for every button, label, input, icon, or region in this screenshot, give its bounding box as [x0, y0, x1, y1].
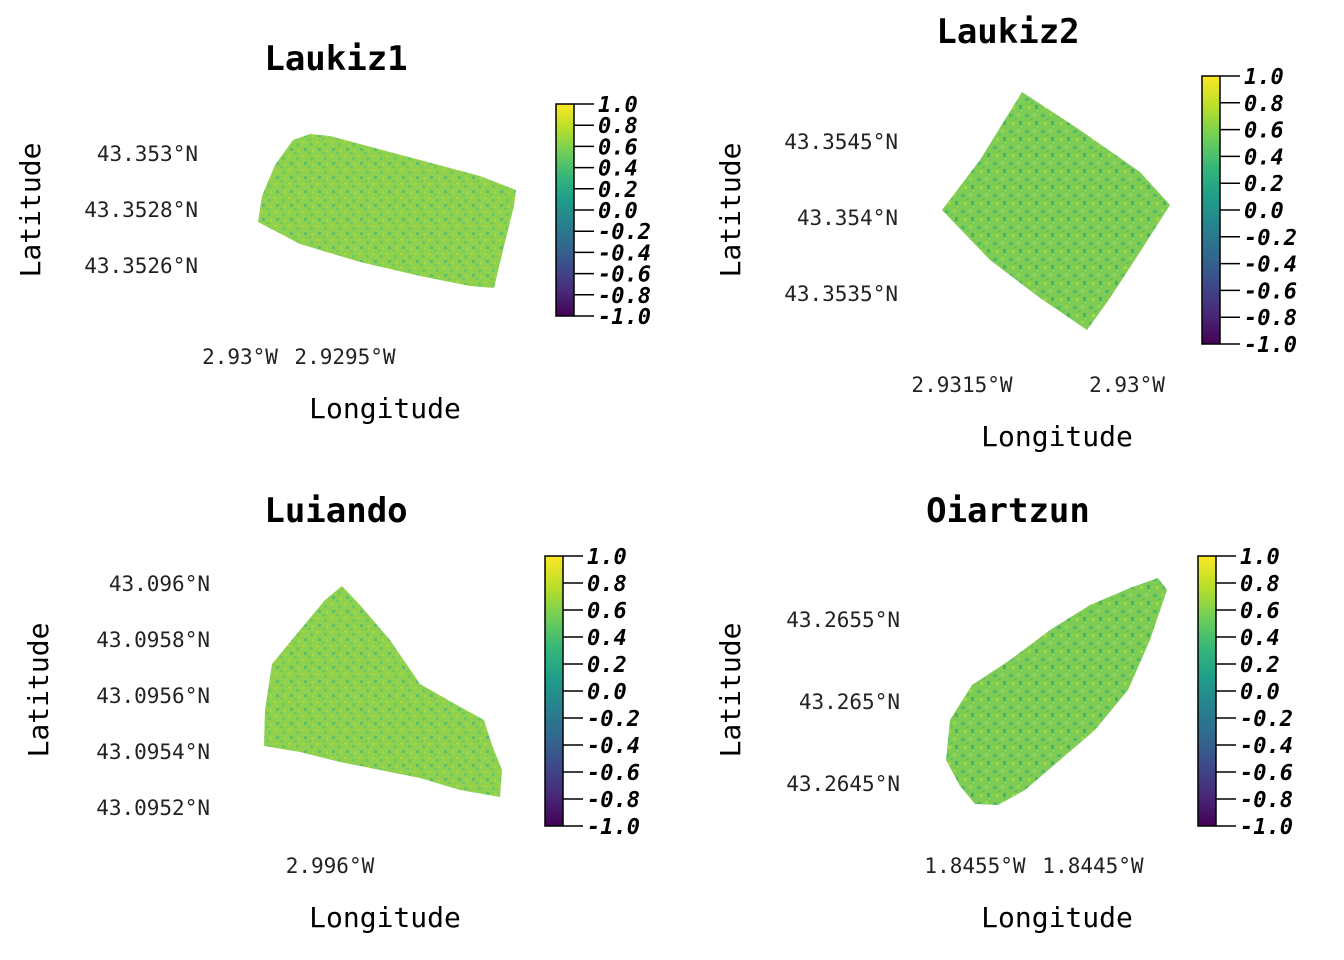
y-tick-label: 43.096°N: [109, 572, 210, 596]
colorbar-tick-label: 0.4: [598, 157, 638, 182]
y-axis-title: Latitude: [22, 623, 55, 758]
colorbar-tick-label: 0.2: [587, 653, 627, 678]
x-tick-label: 2.9295°W: [294, 345, 396, 369]
colorbar: 1.00.80.60.40.20.0-0.2-0.4-0.6-0.8-1.0: [1201, 65, 1297, 358]
panel-laukiz2: Laukiz2 43.3545°N 43.354°N 43.3535°N 2.9…: [714, 12, 1297, 453]
colorbar-tick-label: 0.8: [1244, 92, 1284, 117]
colorbar-tick-label: 1.0: [598, 93, 638, 118]
colorbar-tick-label: -0.2: [1240, 707, 1293, 732]
y-tick-label: 43.353°N: [97, 142, 198, 166]
colorbar-tick-label: 0.2: [598, 178, 638, 203]
y-axis-title: Latitude: [714, 143, 747, 278]
panel-oiartzun: Oiartzun 43.2655°N 43.265°N 43.2645°N 1.…: [714, 491, 1293, 934]
colorbar-tick-label: 1.0: [587, 545, 627, 570]
colorbar-tick-label: -0.4: [598, 241, 651, 266]
colorbar-tick-label: -0.2: [587, 707, 640, 732]
colorbar-tick-label: 0.6: [1240, 599, 1280, 624]
x-tick-label: 1.8455°W: [924, 854, 1026, 878]
y-axis-title: Latitude: [14, 143, 47, 278]
colorbar-tick-label: -0.6: [598, 263, 651, 288]
colorbar-tick-label: 0.8: [587, 572, 627, 597]
y-tick-label: 43.3526°N: [84, 254, 198, 278]
colorbar-tick-label: -0.8: [1244, 306, 1297, 331]
x-tick-label: 2.9315°W: [911, 373, 1013, 397]
field-shape: [258, 134, 516, 288]
colorbar-tick-label: -1.0: [1240, 815, 1293, 840]
y-tick-label: 43.354°N: [797, 206, 898, 230]
x-axis-title: Longitude: [981, 901, 1133, 934]
colorbar-tick-label: -0.6: [1244, 279, 1297, 304]
colorbar-tick-label: 1.0: [1240, 545, 1280, 570]
colorbar-tick-label: -0.8: [598, 284, 651, 309]
colorbar-scale: [544, 555, 564, 827]
colorbar-tick-label: 0.8: [1240, 572, 1280, 597]
colorbar-tick-label: -1.0: [1244, 333, 1297, 358]
panel-luiando: Luiando 43.096°N 43.0958°N 43.0956°N 43.…: [22, 491, 640, 934]
panel-title: Laukiz1: [264, 39, 407, 79]
y-tick-label: 43.0956°N: [96, 684, 210, 708]
x-axis-title: Longitude: [981, 420, 1133, 453]
y-tick-label: 43.3545°N: [784, 130, 898, 154]
colorbar-tick-label: -1.0: [587, 815, 640, 840]
colorbar-tick-label: 1.0: [1244, 65, 1284, 90]
colorbar-tick-label: 0.0: [1240, 680, 1280, 705]
colorbar-tick-label: -0.2: [598, 220, 651, 245]
x-axis-title: Longitude: [309, 392, 461, 425]
field-shape: [942, 92, 1170, 330]
y-tick-label: 43.0952°N: [96, 796, 210, 820]
colorbar: 1.00.80.60.40.20.0-0.2-0.4-0.6-0.8-1.0: [555, 93, 651, 330]
y-tick-label: 43.0954°N: [96, 740, 210, 764]
x-tick-label: 2.93°W: [202, 345, 278, 369]
y-axis-title: Latitude: [714, 623, 747, 758]
colorbar-tick-label: 0.4: [1244, 145, 1284, 170]
colorbar-tick-label: -0.2: [1244, 226, 1297, 251]
colorbar-tick-label: 0.2: [1240, 653, 1280, 678]
y-tick-label: 43.3535°N: [784, 282, 898, 306]
y-tick-label: 43.265°N: [799, 690, 900, 714]
colorbar-tick-label: -1.0: [598, 305, 651, 330]
colorbar-tick-label: 0.6: [587, 599, 627, 624]
y-tick-label: 43.3528°N: [84, 198, 198, 222]
colorbar-tick-label: -0.6: [1240, 761, 1293, 786]
colorbar: 1.00.80.60.40.20.0-0.2-0.4-0.6-0.8-1.0: [544, 545, 640, 840]
colorbar-tick-label: 0.0: [587, 680, 627, 705]
colorbar-tick-label: 0.6: [1244, 119, 1284, 144]
colorbar-tick-label: -0.6: [587, 761, 640, 786]
x-tick-label: 2.996°W: [286, 854, 375, 878]
colorbar-tick-label: 0.6: [598, 135, 638, 160]
panel-title: Laukiz2: [936, 12, 1079, 52]
colorbar-tick-label: -0.8: [1240, 788, 1293, 813]
colorbar-scale: [555, 103, 575, 317]
colorbar-tick-label: 0.4: [587, 626, 627, 651]
y-tick-label: 43.0958°N: [96, 628, 210, 652]
colorbar-tick-label: 0.8: [598, 114, 638, 139]
x-tick-label: 2.93°W: [1089, 373, 1165, 397]
colorbar-tick-label: 0.0: [598, 199, 638, 224]
colorbar-tick-label: 0.2: [1244, 172, 1284, 197]
colorbar-tick-label: -0.4: [587, 734, 640, 759]
panel-title: Oiartzun: [926, 491, 1090, 531]
colorbar-tick-label: 0.0: [1244, 199, 1284, 224]
colorbar-tick-label: -0.8: [587, 788, 640, 813]
colorbar-scale: [1201, 75, 1221, 345]
y-tick-label: 43.2655°N: [786, 608, 900, 632]
colorbar-tick-label: -0.4: [1244, 253, 1297, 278]
field-shape: [264, 586, 502, 797]
panel-laukiz1: Laukiz1 43.353°N 43.3528°N 43.3526°N 2.9…: [14, 39, 651, 425]
x-tick-label: 1.8445°W: [1042, 854, 1144, 878]
field-shape: [946, 578, 1167, 805]
colorbar-tick-label: -0.4: [1240, 734, 1293, 759]
colorbar-scale: [1197, 555, 1217, 827]
colorbar-tick-label: 0.4: [1240, 626, 1280, 651]
x-axis-title: Longitude: [309, 901, 461, 934]
colorbar: 1.00.80.60.40.20.0-0.2-0.4-0.6-0.8-1.0: [1197, 545, 1293, 840]
panel-title: Luiando: [264, 491, 407, 531]
y-tick-label: 43.2645°N: [786, 772, 900, 796]
